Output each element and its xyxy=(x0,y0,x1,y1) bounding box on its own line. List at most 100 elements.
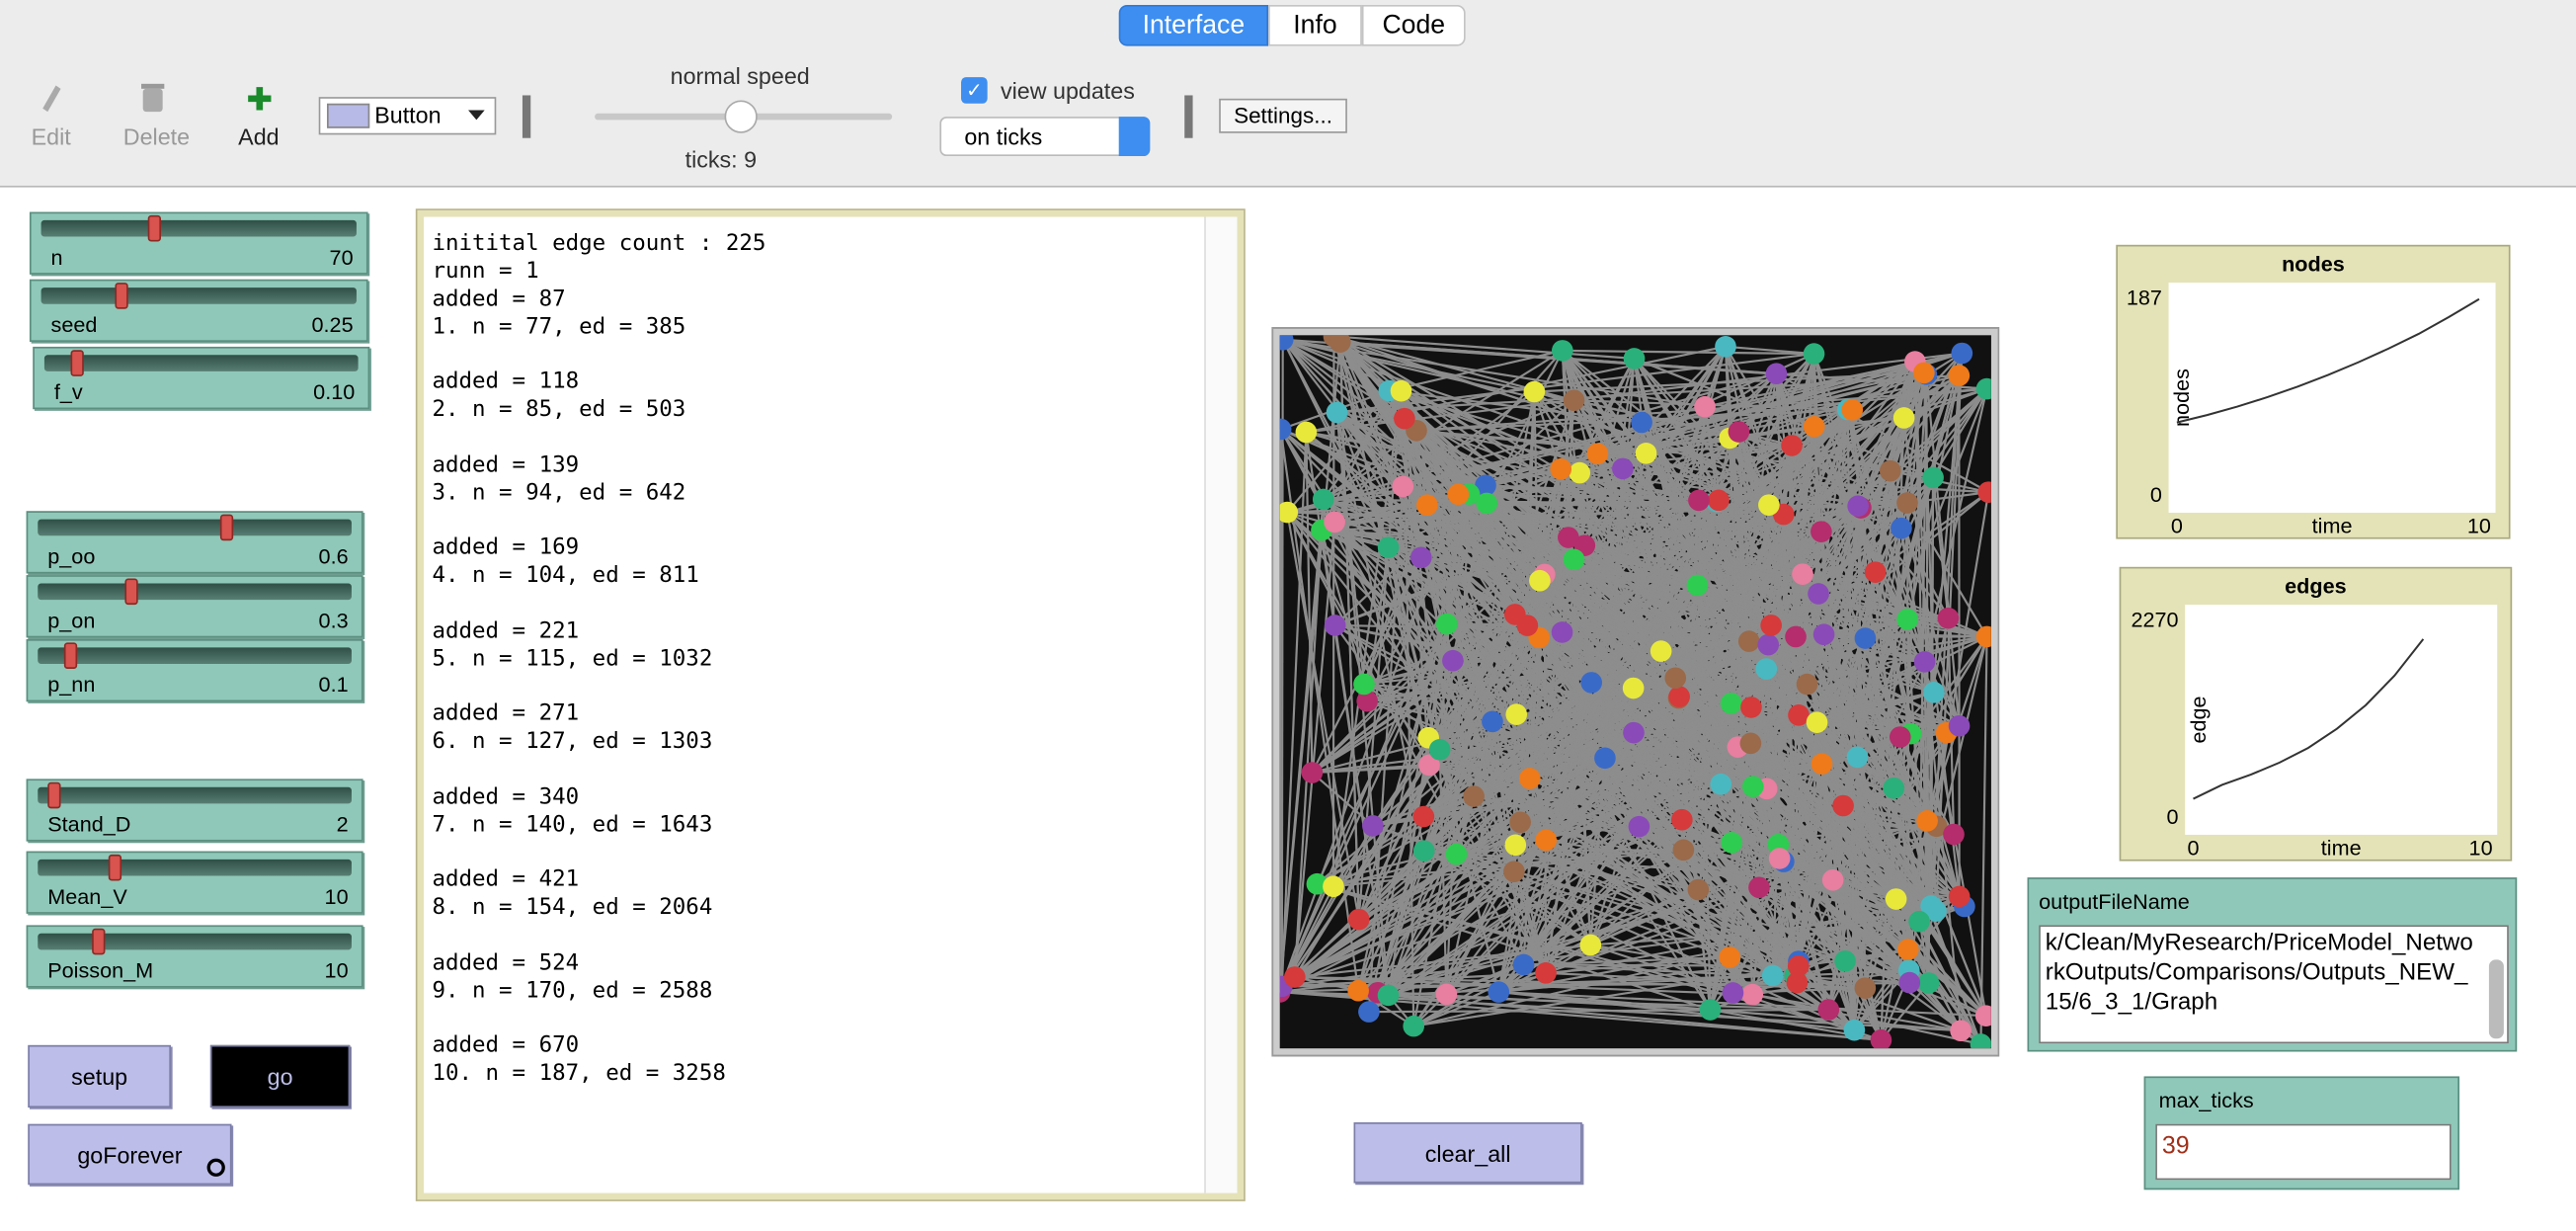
delete-button[interactable]: Delete xyxy=(122,123,191,150)
node xyxy=(1442,649,1464,672)
slider[interactable]: n 70 xyxy=(29,211,368,275)
node xyxy=(1808,583,1829,605)
button[interactable]: setup xyxy=(28,1044,171,1108)
node xyxy=(1503,861,1525,883)
node xyxy=(1435,613,1458,635)
slider-knob[interactable] xyxy=(147,214,162,242)
node xyxy=(1394,407,1415,430)
slider-name: f_v xyxy=(53,379,83,405)
node xyxy=(1812,623,1835,646)
edge xyxy=(1923,388,1988,663)
edge xyxy=(1747,514,1785,642)
settings-button[interactable]: Settings... xyxy=(1219,98,1347,133)
output-block: added = 340 7. n = 140, ed = 1643 xyxy=(432,783,1237,839)
node xyxy=(1279,418,1292,441)
slider-knob[interactable] xyxy=(92,928,106,955)
node xyxy=(1551,621,1573,643)
edge xyxy=(1400,390,1431,766)
edge xyxy=(1279,844,1516,993)
tab[interactable]: Code xyxy=(1361,4,1466,46)
slider[interactable]: p_oo 0.6 xyxy=(26,511,363,574)
node xyxy=(1428,739,1451,761)
edge xyxy=(1420,556,1808,686)
input-field[interactable]: ious_Docs/upasana_dutta/research_work/Cl… xyxy=(2039,925,2509,1044)
node xyxy=(1948,885,1971,908)
node xyxy=(1879,459,1901,482)
speed-knob[interactable] xyxy=(724,100,758,133)
node xyxy=(1628,815,1650,838)
button[interactable]: clear_all xyxy=(1353,1122,1582,1184)
node xyxy=(1356,690,1378,712)
edge xyxy=(1388,886,1760,997)
slider[interactable]: p_nn 0.1 xyxy=(26,639,363,702)
edge xyxy=(1412,870,1515,1027)
node xyxy=(1358,1001,1380,1023)
node xyxy=(1284,966,1306,988)
node xyxy=(1889,726,1911,748)
node xyxy=(1737,630,1760,652)
edge xyxy=(1731,637,1867,994)
slider-knob[interactable] xyxy=(219,514,234,541)
input-field[interactable]: 39 xyxy=(2155,1123,2452,1181)
button[interactable]: go xyxy=(209,1044,351,1108)
edge xyxy=(1907,353,1964,971)
node xyxy=(1951,342,1973,365)
slider[interactable]: p_on 0.3 xyxy=(26,575,363,638)
slider-knob[interactable] xyxy=(124,578,138,606)
update-mode-dropdown[interactable]: on ticks xyxy=(939,117,1151,157)
plot-line xyxy=(2176,297,2480,424)
tab[interactable]: Interface xyxy=(1118,4,1269,46)
slider-knob[interactable] xyxy=(115,283,128,309)
slider[interactable]: f_v 0.10 xyxy=(33,346,370,410)
input-box: outputFileName ious_Docs/upasana_dutta/re… xyxy=(2027,877,2518,1052)
slider[interactable]: Mean_V 10 xyxy=(26,851,363,914)
x-axis-label: time xyxy=(2321,836,2362,860)
node xyxy=(1923,682,1945,703)
node xyxy=(1908,910,1930,933)
node xyxy=(1913,651,1936,673)
edge xyxy=(1771,879,1834,977)
node xyxy=(1324,615,1346,636)
slider-track xyxy=(38,786,352,804)
node xyxy=(1891,517,1912,539)
slider-knob[interactable] xyxy=(47,781,61,809)
slider-knob[interactable] xyxy=(108,854,122,881)
edge xyxy=(1333,335,1635,361)
output-block: initital edge count : 225 runn = 1 added =… xyxy=(432,230,1237,341)
node xyxy=(1672,839,1695,862)
output-line: 8. n = 154, ed = 2064 xyxy=(432,894,713,921)
slider[interactable]: seed 0.25 xyxy=(29,279,368,342)
edge xyxy=(1388,390,1476,797)
node xyxy=(1324,511,1345,533)
node xyxy=(1586,443,1609,465)
edit-button[interactable]: Edit xyxy=(31,123,71,150)
widget-type-dropdown[interactable]: Button xyxy=(318,97,497,135)
add-button[interactable]: Add xyxy=(238,123,280,150)
slider-knob[interactable] xyxy=(70,350,84,376)
widget-type-label: Button xyxy=(374,102,442,128)
node xyxy=(1516,615,1539,636)
node xyxy=(1631,411,1652,434)
x-max-label: 10 xyxy=(2469,836,2493,860)
node xyxy=(1832,794,1854,817)
edge xyxy=(1750,705,1911,735)
node xyxy=(1719,946,1740,968)
slider-name: p_on xyxy=(47,608,96,633)
node xyxy=(1843,1019,1866,1041)
node xyxy=(1765,363,1788,385)
slider-name: n xyxy=(50,244,63,270)
tab[interactable]: Info xyxy=(1268,4,1362,46)
node xyxy=(1668,686,1690,707)
plot-area: 0 187 0 10 time nodes xyxy=(2127,283,2496,537)
dropdown-icon xyxy=(326,103,370,128)
plot-title: nodes xyxy=(2282,251,2345,277)
view-updates-checkbox[interactable]: ✓ xyxy=(961,77,988,104)
button[interactable]: goForever xyxy=(28,1123,232,1186)
node xyxy=(1392,475,1414,498)
slider[interactable]: Stand_D 2 xyxy=(26,779,363,842)
slider-knob[interactable] xyxy=(63,642,78,669)
edge xyxy=(1533,390,1768,789)
node xyxy=(1312,488,1334,511)
edge xyxy=(1802,387,1988,575)
slider[interactable]: Poisson_M 10 xyxy=(26,925,363,988)
